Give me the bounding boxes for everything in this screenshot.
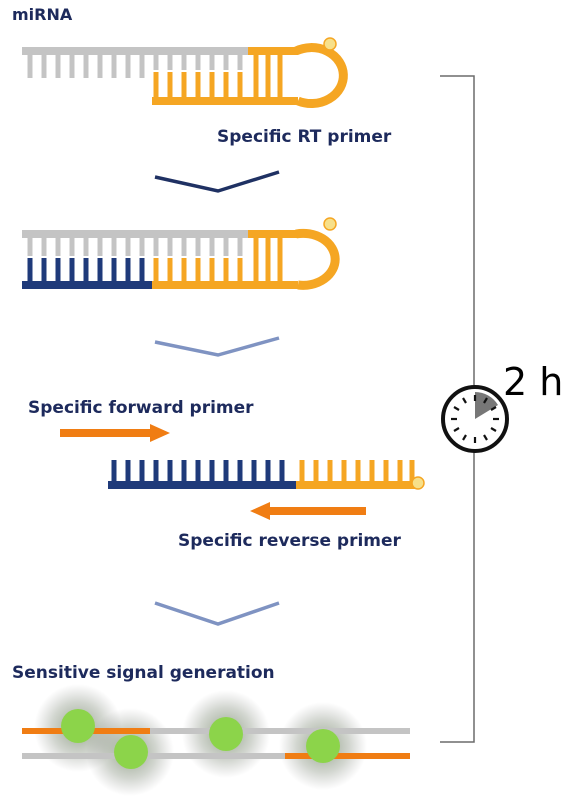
step-chevron-3 [154, 601, 280, 626]
duration-label: 2 h [503, 360, 562, 404]
step-chevron-1 [154, 170, 280, 193]
mirna-label: miRNA [12, 5, 73, 24]
primer-end-dot [323, 37, 337, 51]
rt-primer-label: Specific RT primer [217, 127, 392, 147]
stage-1-mirna-rt-primer [22, 37, 348, 109]
cdna-teeth [27, 258, 145, 284]
signal-generation-label: Sensitive signal generation [12, 663, 275, 683]
mirna-teeth [27, 51, 243, 78]
signal-dot [114, 735, 148, 769]
reverse-primer-arrow [250, 502, 366, 520]
step-chevron-2 [154, 336, 280, 357]
forward-primer-arrow [60, 424, 170, 442]
stage-2-rt-extension [22, 217, 340, 290]
signal-dot [306, 729, 340, 763]
rt-primer-loop [294, 43, 348, 109]
signal-dot [209, 717, 243, 751]
stopwatch-icon [441, 385, 509, 453]
forward-primer-label: Specific forward primer [28, 398, 254, 418]
reverse-primer-label: Specific reverse primer [178, 531, 401, 551]
stage-3-amplification [60, 424, 425, 520]
rt-primer-stem [153, 51, 283, 100]
signal-dot [61, 709, 95, 743]
stage-4-signal [22, 684, 410, 796]
